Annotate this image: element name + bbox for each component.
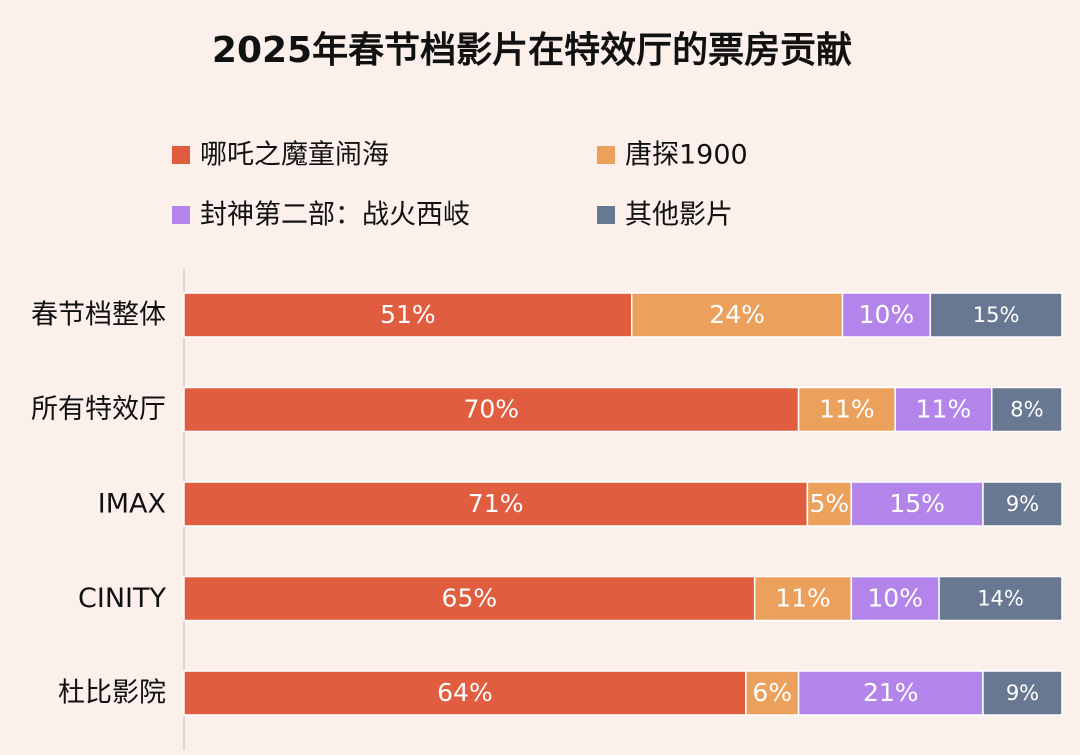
bar-segment <box>991 386 1063 433</box>
bar-value-label: 15% <box>973 303 1020 327</box>
bar-value-label: 71% <box>468 489 524 518</box>
bar-segment <box>841 292 932 338</box>
bar-segment <box>753 575 853 622</box>
bar-value-label: 11% <box>775 584 831 613</box>
bar-value-label: 9% <box>1006 681 1039 705</box>
bar-value-label: 15% <box>889 489 945 518</box>
bar-value-label: 21% <box>863 678 919 707</box>
bar-value-label: 6% <box>752 678 792 707</box>
bar-segment <box>745 670 800 716</box>
bar-value-label: 64% <box>437 678 493 707</box>
legend-label: 唐探1900 <box>625 140 748 171</box>
bar-segment <box>929 292 1063 338</box>
bar-value-label: 8% <box>1010 398 1043 422</box>
bar-value-label: 51% <box>380 300 436 329</box>
bar-value-label: 11% <box>819 395 875 424</box>
bar-segment <box>183 575 756 622</box>
bar-segment <box>797 670 984 716</box>
legend-label: 哪吒之魔童闹海 <box>200 140 389 171</box>
bar-value-label: 10% <box>867 584 923 613</box>
bar-value-label: 14% <box>977 587 1024 611</box>
legend: 哪吒之魔童闹海 唐探1900 封神第二部：战火西岐 其他影片 <box>172 140 748 231</box>
category-label: IMAX <box>98 489 166 520</box>
legend-swatch <box>597 206 615 224</box>
category-label: CINITY <box>78 583 166 614</box>
bar-segment <box>850 575 940 622</box>
bar-segment <box>938 575 1063 622</box>
legend-label: 其他影片 <box>625 200 733 231</box>
legend-label: 封神第二部：战火西岐 <box>200 200 470 231</box>
bar-segment <box>183 481 809 527</box>
bar-value-label: 5% <box>809 489 849 518</box>
bar-segment <box>982 670 1063 716</box>
legend-swatch <box>172 206 190 224</box>
legend-swatch <box>597 146 615 164</box>
bar-value-label: 65% <box>442 584 498 613</box>
bar-segment <box>183 670 747 716</box>
bar-value-label: 10% <box>859 300 915 329</box>
chart-title: 2025年春节档影片在特效厅的票房贡献 <box>212 30 852 71</box>
category-label: 春节档整体 <box>31 300 166 331</box>
bar-segment <box>631 292 844 338</box>
bar-segment <box>806 481 853 527</box>
bar-value-label: 11% <box>916 395 972 424</box>
bar-segment <box>850 481 984 527</box>
bar-value-label: 24% <box>709 300 765 329</box>
bar-value-label: 9% <box>1006 492 1039 516</box>
bar-value-label: 70% <box>464 395 520 424</box>
category-label: 所有特效厅 <box>31 394 166 425</box>
legend-swatch <box>172 146 190 164</box>
bar-segment <box>982 481 1063 527</box>
bars: 51% 24% 10% 15% 70% 11% 11% 8% 71% 5% 15% 9% 65% 11% 1… <box>183 292 1063 716</box>
category-label: 杜比影院 <box>58 678 166 709</box>
